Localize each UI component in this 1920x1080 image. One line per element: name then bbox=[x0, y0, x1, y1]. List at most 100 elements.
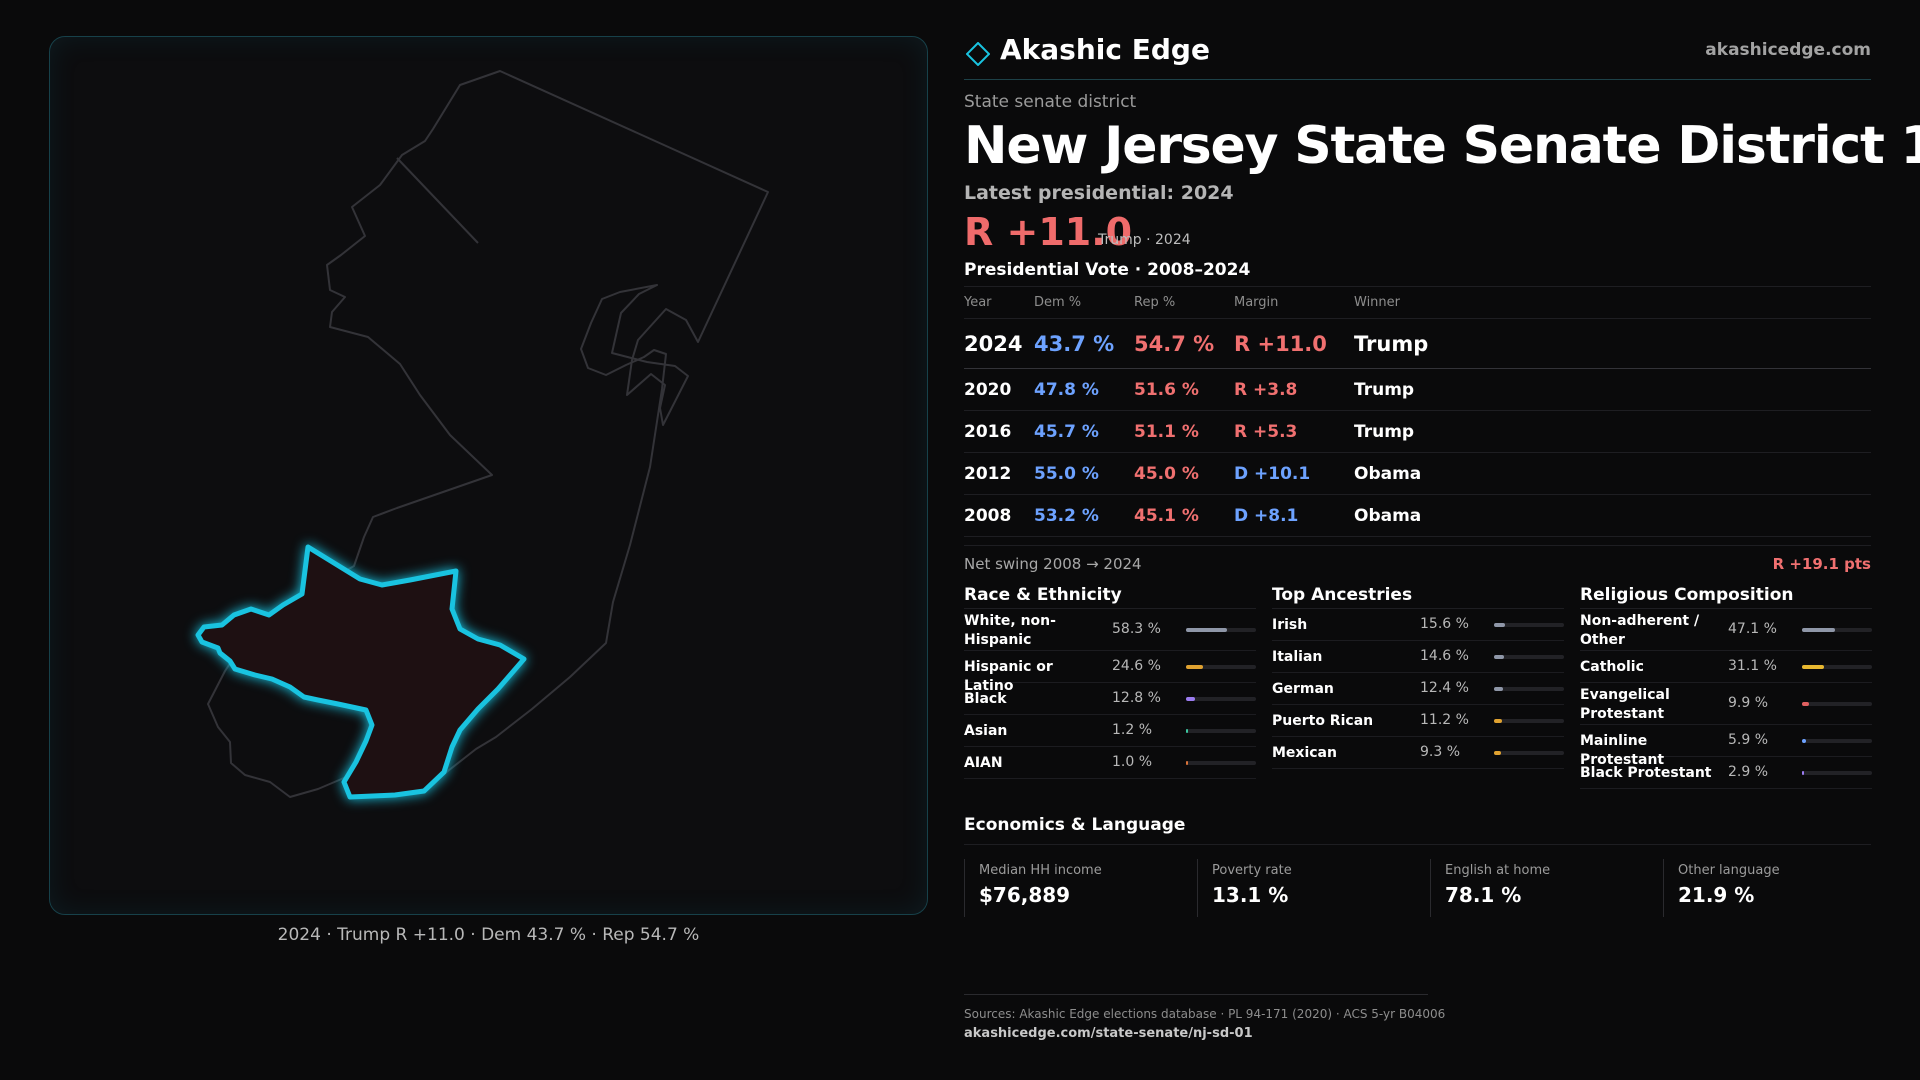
race-row: Hispanic or Latino 24.6 % bbox=[964, 651, 1256, 694]
religion-section: Religious Composition Non-adherent / Oth… bbox=[1580, 581, 1872, 789]
race-label: Black bbox=[964, 691, 1007, 707]
religion-value: 31.1 % bbox=[1728, 658, 1777, 674]
ancestry-bar bbox=[1494, 751, 1564, 755]
race-ethnicity-section: Race & Ethnicity White, non-Hispanic 58.3… bbox=[964, 581, 1256, 779]
religion-label: Evangelical Protestant bbox=[1580, 687, 1670, 722]
econ-value: 13.1 % bbox=[1212, 883, 1289, 907]
ancestry-value: 12.4 % bbox=[1420, 680, 1469, 696]
map-caption: 2024 · Trump R +11.0 · Dem 43.7 % · Rep … bbox=[277, 925, 700, 945]
ancestry-bar-fill bbox=[1494, 687, 1503, 691]
econ-card-income: Median HH income $76,889 bbox=[964, 859, 1174, 917]
dem-cell: 45.7 % bbox=[1034, 410, 1134, 453]
religion-row: Catholic 31.1 % bbox=[1580, 651, 1872, 683]
latest-margin-value: R +11.0 bbox=[964, 210, 1133, 254]
race-row: White, non-Hispanic 58.3 % bbox=[964, 609, 1256, 651]
latest-presidential-label: Latest presidential: 2024 bbox=[964, 182, 1234, 204]
latest-margin-sub: Trump · 2024 bbox=[1098, 232, 1191, 248]
winner-cell: Trump bbox=[1354, 410, 1871, 453]
presidential-vote-table: Year Dem % Rep % Margin Winner 2024 43.7 … bbox=[964, 286, 1871, 537]
year-cell: 2008 bbox=[964, 494, 1034, 537]
brand-header: Akashic Edge akashicedge.com bbox=[964, 30, 1871, 80]
ancestry-bar-fill bbox=[1494, 719, 1502, 723]
ancestry-bar bbox=[1494, 623, 1564, 627]
vote-row: 2012 55.0 % 45.0 % D +10.1 Obama bbox=[964, 452, 1871, 495]
race-value: 58.3 % bbox=[1112, 621, 1161, 637]
ancestry-bar-fill bbox=[1494, 751, 1501, 755]
religion-row: Non-adherent / Other 47.1 % bbox=[1580, 609, 1872, 651]
ancestry-value: 14.6 % bbox=[1420, 648, 1469, 664]
diamond-icon bbox=[966, 42, 990, 66]
religion-value: 2.9 % bbox=[1728, 764, 1769, 780]
info-panel: Akashic Edge akashicedge.com State senat… bbox=[964, 30, 1920, 929]
year-cell: 2012 bbox=[964, 452, 1034, 495]
dem-cell: 55.0 % bbox=[1034, 452, 1134, 495]
winner-cell: Obama bbox=[1354, 494, 1871, 537]
margin-cell: D +8.1 bbox=[1234, 494, 1354, 537]
river-line bbox=[396, 157, 479, 244]
footer-url[interactable]: akashicedge.com/state-senate/nj-sd-01 bbox=[964, 1026, 1253, 1041]
econ-label: English at home bbox=[1445, 863, 1551, 878]
religion-bar bbox=[1802, 739, 1872, 743]
vote-row: 2008 53.2 % 45.1 % D +8.1 Obama bbox=[964, 494, 1871, 537]
ancestry-bar bbox=[1494, 687, 1564, 691]
ancestry-label: Puerto Rican bbox=[1272, 713, 1374, 729]
race-value: 1.2 % bbox=[1112, 722, 1153, 738]
vote-row: 2024 43.7 % 54.7 % R +11.0 Trump bbox=[964, 318, 1871, 369]
religion-value: 9.9 % bbox=[1728, 695, 1769, 711]
race-bar bbox=[1186, 665, 1256, 669]
vote-row: 2020 47.8 % 51.6 % R +3.8 Trump bbox=[964, 368, 1871, 411]
ancestry-label: German bbox=[1272, 681, 1334, 697]
religion-row: Black Protestant 2.9 % bbox=[1580, 757, 1872, 789]
ancestry-row: Italian 14.6 % bbox=[1272, 641, 1564, 673]
race-row: Asian 1.2 % bbox=[964, 715, 1256, 747]
religion-bar-fill bbox=[1802, 702, 1809, 706]
brand-url[interactable]: akashicedge.com bbox=[1705, 40, 1871, 60]
race-row: Black 12.8 % bbox=[964, 683, 1256, 715]
religion-bar bbox=[1802, 771, 1872, 775]
district-shape[interactable] bbox=[195, 544, 527, 800]
rep-cell: 51.6 % bbox=[1134, 368, 1234, 411]
religion-value: 47.1 % bbox=[1728, 621, 1777, 637]
race-value: 24.6 % bbox=[1112, 658, 1161, 674]
winner-cell: Obama bbox=[1354, 452, 1871, 495]
winner-cell: Trump bbox=[1354, 368, 1871, 411]
econ-value: 21.9 % bbox=[1678, 883, 1755, 907]
rep-cell: 45.0 % bbox=[1134, 452, 1234, 495]
ancestry-row: German 12.4 % bbox=[1272, 673, 1564, 705]
race-bar-fill bbox=[1186, 729, 1188, 733]
district-map[interactable] bbox=[50, 37, 928, 915]
margin-cell: D +10.1 bbox=[1234, 452, 1354, 495]
map-panel[interactable] bbox=[49, 36, 928, 915]
margin-cell: R +3.8 bbox=[1234, 368, 1354, 411]
econ-value: 78.1 % bbox=[1445, 883, 1522, 907]
year-cell: 2024 bbox=[964, 318, 1034, 369]
brand-name[interactable]: Akashic Edge bbox=[1000, 33, 1210, 66]
net-swing-label: Net swing 2008 → 2024 bbox=[964, 555, 1142, 573]
race-bar bbox=[1186, 761, 1256, 765]
ancestry-section: Top Ancestries Irish 15.6 % Italian 14.6 % G… bbox=[1272, 581, 1564, 769]
economics-title: Economics & Language bbox=[964, 815, 1871, 845]
race-bar-fill bbox=[1186, 628, 1227, 632]
ancestry-bar-fill bbox=[1494, 655, 1505, 659]
dem-cell: 53.2 % bbox=[1034, 494, 1134, 537]
ancestry-title: Top Ancestries bbox=[1272, 581, 1564, 609]
rep-cell: 45.1 % bbox=[1134, 494, 1234, 537]
religion-row: Mainline Protestant 5.9 % bbox=[1580, 725, 1872, 768]
dem-cell: 47.8 % bbox=[1034, 368, 1134, 411]
race-bar-fill bbox=[1186, 665, 1204, 669]
religion-row: Evangelical Protestant 9.9 % bbox=[1580, 683, 1872, 725]
race-row: AIAN 1.0 % bbox=[964, 747, 1256, 779]
econ-card-english: English at home 78.1 % bbox=[1430, 859, 1640, 917]
rep-cell: 51.1 % bbox=[1134, 410, 1234, 453]
ancestry-label: Irish bbox=[1272, 617, 1308, 633]
econ-label: Median HH income bbox=[979, 863, 1102, 878]
economics-cards: Median HH income $76,889 Poverty rate 13… bbox=[964, 859, 1871, 929]
footer: Sources: Akashic Edge elections database… bbox=[964, 994, 1445, 1041]
religion-label: Mainline Protestant bbox=[1580, 733, 1665, 768]
religion-value: 5.9 % bbox=[1728, 732, 1769, 748]
demographics: Race & Ethnicity White, non-Hispanic 58.3… bbox=[964, 581, 1872, 809]
race-value: 1.0 % bbox=[1112, 754, 1153, 770]
col-year: Year bbox=[964, 286, 1034, 319]
race-bar bbox=[1186, 729, 1256, 733]
latest-margin: R +11.0 Trump · 2024 bbox=[964, 210, 1871, 256]
